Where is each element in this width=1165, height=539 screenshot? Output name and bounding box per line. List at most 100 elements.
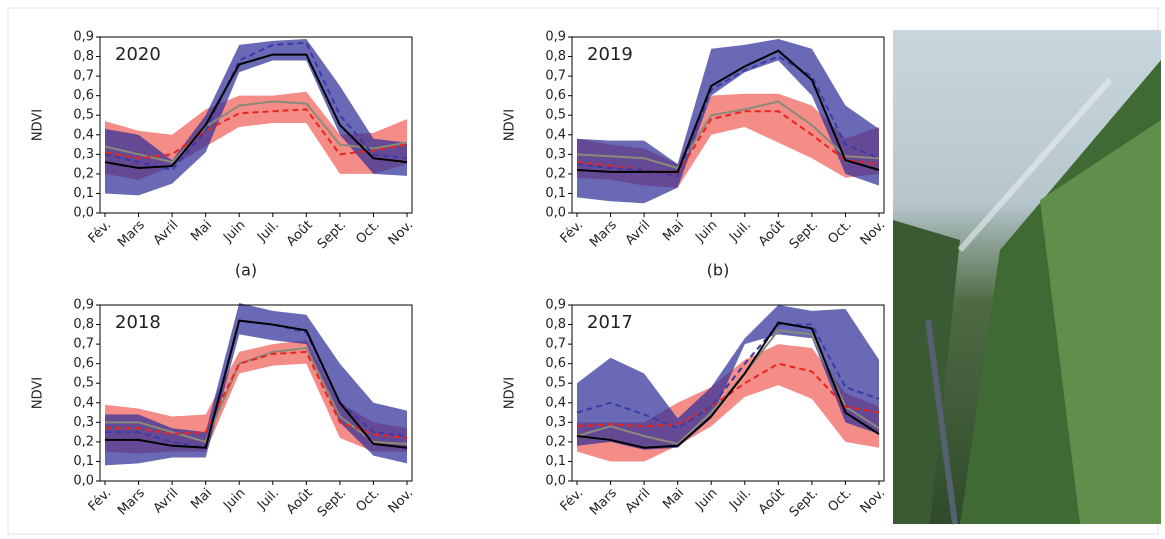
y-tick-label: 0,1 — [73, 454, 94, 469]
y-axis-label: NDVI — [503, 109, 518, 141]
y-axis-label: NDVI — [31, 109, 46, 141]
x-tick-label: Août — [284, 218, 316, 250]
line — [104, 108, 408, 160]
photo — [893, 30, 1161, 525]
x-tick-label: Mars — [587, 486, 620, 519]
y-axis-label: NDVI — [31, 377, 46, 409]
line — [105, 350, 408, 439]
plot-frame — [99, 36, 413, 214]
panel: 0,0 0,1 0,2 0,3 0,4 0,5 0,6 0,7 0,8 0,9 Fév. Mars Av… — [503, 298, 889, 521]
x-tick-label: Sept. — [315, 218, 349, 252]
y-tick-label: 0,9 — [73, 298, 94, 313]
y-tick-label: 0,9 — [545, 30, 566, 45]
line — [576, 321, 880, 449]
x-tick-label: Fév. — [86, 218, 115, 247]
plot-frame — [99, 304, 413, 482]
y-tick-label: 0,6 — [73, 356, 94, 371]
panel: 0,0 0,1 0,2 0,3 0,4 0,5 0,6 0,7 0,8 0,9 Fév. Mars Av… — [31, 298, 417, 521]
y-tick-label: 0,0 — [545, 474, 566, 489]
line — [576, 55, 880, 177]
x-tick-label: Avril — [623, 218, 654, 249]
line — [104, 100, 408, 164]
y-tick-label: 0,7 — [73, 337, 94, 352]
y-tick-label: 0,4 — [73, 127, 94, 142]
x-tick-label: Juil. — [726, 218, 754, 246]
line — [576, 323, 880, 430]
x-tick-label: Fév. — [558, 218, 587, 247]
y-tick-label: 0,6 — [545, 356, 566, 371]
x-tick-label: Nov. — [858, 486, 889, 517]
band — [105, 303, 407, 466]
line — [104, 53, 408, 170]
x-tick-label: Mars — [115, 218, 148, 251]
y-tick-label: 0,7 — [545, 337, 566, 352]
y-tick-label: 0,0 — [73, 206, 94, 221]
x-tick-label: Avril — [623, 486, 654, 517]
y-tick-label: 0,8 — [545, 317, 566, 332]
y-tick-label: 0,4 — [545, 395, 566, 410]
x-tick-label: Nov. — [386, 218, 417, 249]
y-tick-label: 0,8 — [545, 49, 566, 64]
x-tick-label: Avril — [151, 218, 182, 249]
y-axis-label: NDVI — [503, 377, 518, 409]
line — [576, 49, 880, 173]
band — [577, 305, 879, 450]
y-tick-label: 0,3 — [545, 415, 566, 430]
y-tick-label: 0,6 — [545, 88, 566, 103]
y-tick-label: 0,7 — [73, 69, 94, 84]
x-tick-label: Juin — [220, 486, 248, 514]
y-tick-label: 0,5 — [73, 108, 94, 123]
x-tick-label: Sept. — [787, 218, 821, 252]
y-tick-label: 0,1 — [73, 186, 94, 201]
panel-year: 2017 — [587, 312, 633, 333]
x-tick-label: Fév. — [86, 486, 115, 515]
y-tick-label: 0,2 — [545, 434, 566, 449]
y-tick-label: 0,6 — [73, 88, 94, 103]
y-tick-label: 0,8 — [73, 49, 94, 64]
x-tick-label: Oct. — [825, 486, 854, 515]
y-tick-label: 0,1 — [545, 454, 566, 469]
line — [576, 100, 880, 170]
x-tick-label: Mars — [115, 486, 148, 519]
y-tick-label: 0,4 — [73, 395, 94, 410]
x-tick-label: Juin — [692, 218, 720, 246]
y-tick-label: 0,7 — [545, 69, 566, 84]
panel-caption: (b) — [707, 261, 730, 280]
y-tick-label: 0,9 — [73, 30, 94, 45]
x-tick-label: Oct. — [353, 486, 382, 515]
x-tick-label: Mars — [587, 218, 620, 251]
x-tick-label: Avril — [151, 486, 182, 517]
y-tick-label: 0,0 — [73, 474, 94, 489]
x-tick-label: Mai — [188, 218, 215, 245]
y-tick-label: 0,3 — [73, 415, 94, 430]
x-tick-label: Juin — [220, 218, 248, 246]
x-tick-label: Oct. — [353, 218, 382, 247]
panel: 0,0 0,1 0,2 0,3 0,4 0,5 0,6 0,7 0,8 0,9 Fév. Mars Av… — [31, 30, 417, 280]
x-tick-label: Juin — [692, 486, 720, 514]
y-tick-label: 0,3 — [545, 147, 566, 162]
x-tick-label: Sept. — [787, 486, 821, 520]
panel-year: 2019 — [587, 44, 633, 65]
x-tick-label: Juil. — [254, 486, 282, 514]
y-tick-label: 0,2 — [73, 166, 94, 181]
y-tick-label: 0,8 — [73, 317, 94, 332]
y-tick-label: 0,4 — [545, 127, 566, 142]
x-tick-label: Juil. — [726, 486, 754, 514]
y-tick-label: 0,5 — [545, 376, 566, 391]
band — [105, 340, 407, 454]
x-tick-label: Mai — [660, 486, 687, 513]
line — [576, 362, 880, 428]
y-tick-label: 0,0 — [545, 206, 566, 221]
y-tick-label: 0,2 — [73, 434, 94, 449]
panel-year: 2018 — [115, 312, 161, 333]
panel-caption: (a) — [235, 261, 257, 280]
y-tick-label: 0,2 — [545, 166, 566, 181]
x-tick-label: Mai — [660, 218, 687, 245]
x-tick-label: Juil. — [254, 218, 282, 246]
y-tick-label: 0,3 — [73, 147, 94, 162]
x-tick-label: Août — [756, 218, 788, 250]
x-tick-label: Sept. — [315, 486, 349, 520]
band — [577, 38, 879, 204]
x-tick-label: Fév. — [558, 486, 587, 515]
